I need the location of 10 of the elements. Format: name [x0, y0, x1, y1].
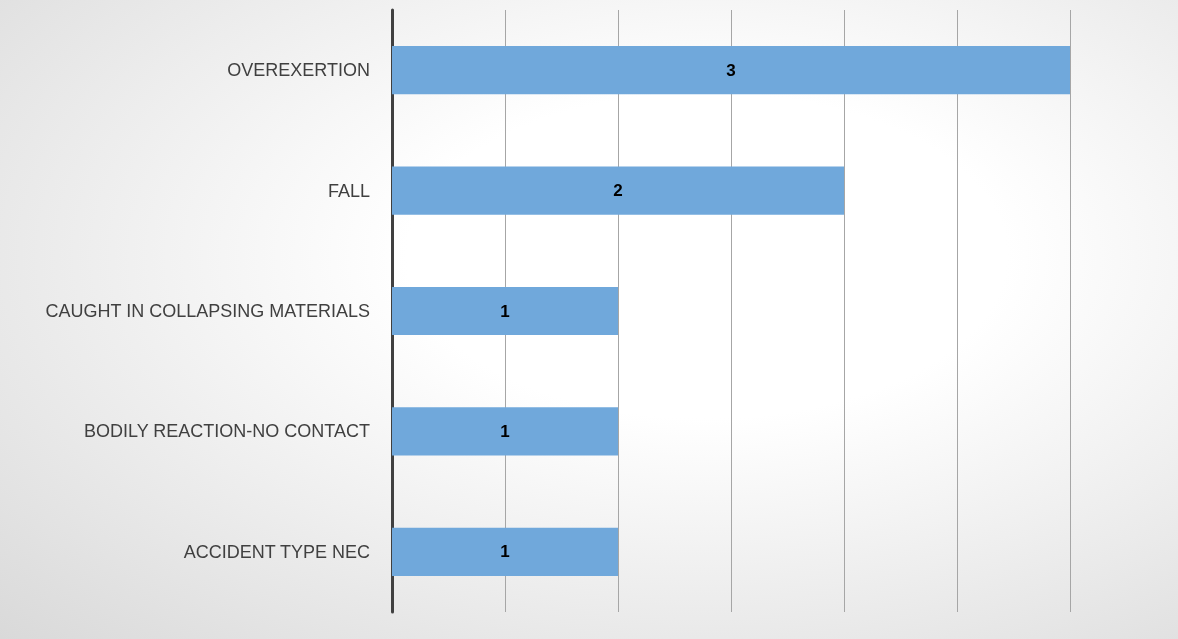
y-tick-label: ACCIDENT TYPE NEC — [183, 541, 370, 562]
y-tick-label: OVEREXERTION — [227, 60, 370, 81]
data-label: 1 — [500, 301, 510, 321]
data-label: 2 — [613, 181, 623, 201]
data-label: 3 — [726, 60, 736, 80]
data-label: 1 — [500, 542, 510, 562]
y-tick-label: FALL — [327, 180, 370, 201]
y-tick-label: BODILY REACTION-NO CONTACT — [83, 421, 370, 442]
y-tick-label: CAUGHT IN COLLAPSING MATERIALS — [45, 301, 370, 321]
data-label: 1 — [500, 421, 510, 441]
